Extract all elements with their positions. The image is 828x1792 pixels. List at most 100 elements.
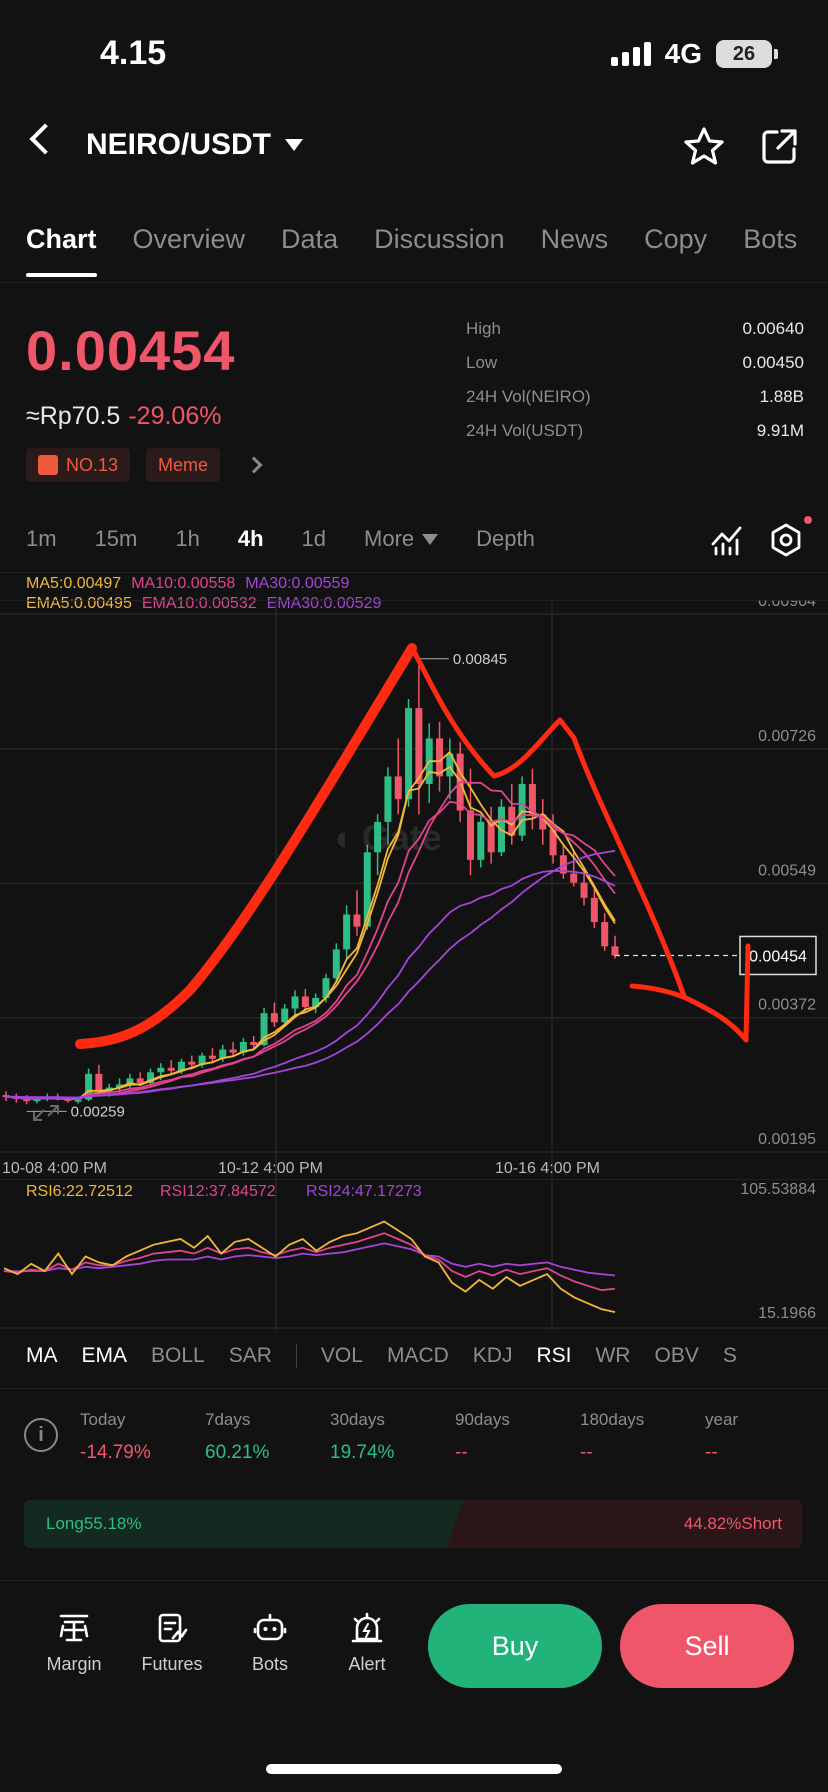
- home-indicator[interactable]: [266, 1764, 562, 1774]
- candle: [436, 738, 444, 777]
- nav-margin[interactable]: Margin: [34, 1612, 114, 1675]
- indicator-icon[interactable]: [710, 522, 744, 556]
- rsi-chart[interactable]: RSI6:22.72512 RSI12:37.84572 RSI24:47.1727…: [0, 1180, 828, 1330]
- back-icon[interactable]: [29, 123, 61, 155]
- nav-bots[interactable]: Bots: [230, 1612, 310, 1675]
- long-short-bar: Long55.18% 44.82%Short: [24, 1500, 802, 1548]
- ind-tab-vol[interactable]: VOL: [320, 1344, 363, 1367]
- tag-badge[interactable]: Meme: [146, 448, 221, 482]
- nav-alert[interactable]: Alert: [327, 1612, 407, 1675]
- candle: [74, 1099, 82, 1102]
- margin-icon: [59, 1614, 89, 1642]
- last-price-box: [739, 935, 817, 976]
- candle: [446, 753, 454, 777]
- interval-1d[interactable]: 1d: [301, 526, 327, 551]
- rank-badge[interactable]: NO.13: [26, 448, 131, 482]
- performance-row: Today -14.79% 7days 60.21% 30days 19.74% 90…: [80, 1410, 795, 1464]
- tab-copy[interactable]: Copy: [644, 224, 708, 254]
- tab-discussion[interactable]: Discussion: [374, 224, 505, 254]
- interval-1m[interactable]: 1m: [26, 526, 57, 551]
- interval-1h[interactable]: 1h: [175, 526, 200, 551]
- candle: [147, 1072, 155, 1083]
- ind-tab-ma[interactable]: MA: [26, 1344, 58, 1367]
- long-ratio: Long55.18%: [46, 1514, 142, 1533]
- candle: [208, 1055, 216, 1059]
- candle: [590, 897, 598, 923]
- interval-4h[interactable]: 4h: [237, 526, 264, 551]
- ind-tab-sar[interactable]: SAR: [228, 1344, 272, 1367]
- interval-15m[interactable]: 15m: [94, 526, 138, 551]
- star-icon[interactable]: [683, 126, 725, 166]
- candle: [487, 821, 495, 853]
- candle: [549, 829, 557, 856]
- candle: [559, 855, 567, 874]
- signal-icon: [610, 42, 651, 66]
- y-tick-label: 0.00904: [758, 600, 816, 610]
- candle: [23, 1098, 31, 1102]
- badges: NO.13 Meme: [26, 448, 263, 482]
- price-chart[interactable]: 0.00904 0.00726 0.00549 0.00372 0.00195 ◖ Gat…: [0, 600, 828, 1180]
- ind-tab-obv[interactable]: OBV: [654, 1344, 699, 1367]
- ind-tab-ema[interactable]: EMA: [81, 1344, 128, 1367]
- sell-button[interactable]: Sell: [620, 1604, 794, 1688]
- stat-vol-base: 24H Vol(NEIRO) 1.88B: [466, 387, 804, 406]
- tab-data[interactable]: Data: [281, 224, 339, 254]
- rsi-y-max: 105.53884: [740, 1181, 816, 1198]
- candle: [167, 1067, 175, 1071]
- ind-tab-boll[interactable]: BOLL: [151, 1344, 205, 1367]
- stat-high: High 0.00640: [466, 319, 804, 338]
- perf-90days: 90days --: [455, 1410, 510, 1463]
- high-marker-label: 0.00845: [453, 651, 507, 668]
- candle: [601, 922, 609, 947]
- rank-icon: [38, 455, 58, 475]
- candle: [518, 783, 526, 836]
- last-price-label: 0.00454: [749, 948, 807, 965]
- nav-futures[interactable]: Futures: [132, 1612, 212, 1675]
- ind-tab-rsi[interactable]: RSI: [536, 1344, 572, 1367]
- candle: [239, 1041, 247, 1053]
- ind-tab-kdj[interactable]: KDJ: [472, 1344, 513, 1367]
- candle: [415, 708, 423, 784]
- tab-overview[interactable]: Overview: [132, 224, 246, 254]
- interval-more[interactable]: More: [364, 526, 439, 552]
- ind-tab-more[interactable]: S: [722, 1344, 737, 1367]
- buy-button[interactable]: Buy: [428, 1604, 602, 1688]
- depth-tab[interactable]: Depth: [476, 526, 535, 551]
- y-tick-label: 0.00726: [758, 728, 816, 745]
- tab-bots[interactable]: Bots: [743, 224, 798, 254]
- tab-news[interactable]: News: [540, 224, 609, 254]
- share-icon[interactable]: [760, 126, 800, 166]
- nav-margin-label: Margin: [46, 1654, 102, 1674]
- watermark-logo: ◖ Gate: [330, 817, 442, 858]
- candle: [95, 1073, 103, 1092]
- pair-selector[interactable]: NEIRO/USDT: [86, 128, 304, 162]
- x-tick-label: 10-08 4:00 PM: [2, 1160, 107, 1177]
- settings-icon[interactable]: [768, 522, 804, 558]
- candle: [250, 1041, 258, 1046]
- info-icon[interactable]: i: [24, 1418, 58, 1452]
- futures-icon: [158, 1613, 188, 1643]
- candle: [177, 1061, 185, 1071]
- stat-vol-quote: 24H Vol(USDT) 9.91M: [466, 421, 804, 440]
- ema10-line: [5, 800, 616, 1100]
- ind-tab-macd[interactable]: MACD: [386, 1344, 449, 1367]
- ind-tab-wr[interactable]: WR: [595, 1344, 631, 1367]
- rsi-y-min: 15.1966: [758, 1305, 816, 1322]
- divider: [0, 1580, 828, 1581]
- legend-ma5: MA5:0.00497: [26, 575, 122, 592]
- notification-dot: [804, 516, 812, 524]
- rsi24-label: RSI24:47.17273: [306, 1183, 422, 1200]
- rsi6-line: [3, 1220, 616, 1313]
- chevron-right-icon[interactable]: [245, 456, 263, 474]
- perf-180days: 180days --: [580, 1410, 645, 1463]
- perf-year: year --: [705, 1410, 739, 1463]
- candle: [353, 914, 361, 927]
- perf-today: Today -14.79%: [80, 1410, 151, 1463]
- y-tick-label: 0.00549: [758, 862, 816, 879]
- alarm-icon: [351, 1612, 383, 1643]
- tab-chart[interactable]: Chart: [26, 224, 97, 277]
- candle: [466, 810, 474, 860]
- y-tick-label: 0.00372: [758, 997, 816, 1014]
- market-stats: High 0.00640 Low 0.00450 24H Vol(NEIRO) 1.8…: [466, 312, 804, 448]
- candle: [116, 1084, 124, 1088]
